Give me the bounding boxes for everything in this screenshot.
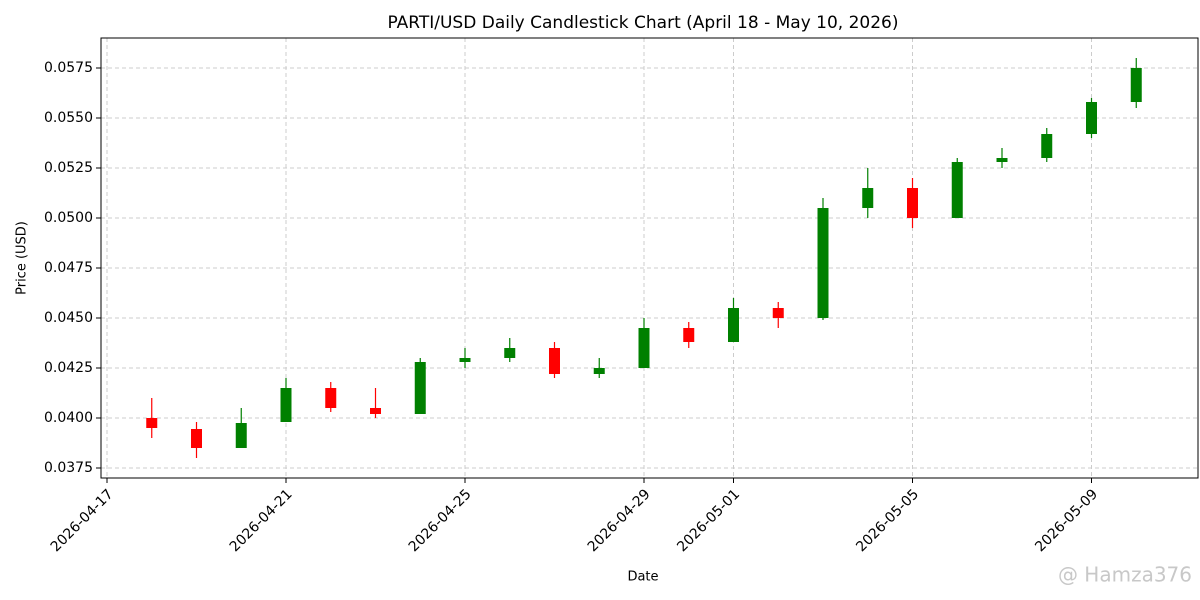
candle-body	[280, 388, 292, 422]
x-tick-label: 2026-04-25	[406, 486, 475, 555]
x-tick-label: 2026-05-01	[674, 486, 743, 555]
candle-body	[772, 308, 784, 318]
candle-body	[235, 423, 247, 448]
y-tick-label: 0.0400	[44, 410, 93, 426]
candle-body	[325, 388, 337, 408]
candle-body	[549, 348, 560, 374]
candle-body	[907, 188, 918, 218]
y-tick-label: 0.0525	[44, 160, 93, 176]
candle-body	[996, 158, 1008, 162]
candle-body	[593, 368, 605, 374]
x-tick-label: 2026-04-29	[585, 486, 654, 555]
x-tick-label: 2026-04-17	[48, 486, 117, 555]
candle-body	[862, 188, 874, 208]
candle-body	[683, 328, 695, 342]
candle-body	[459, 358, 471, 362]
plot-frame	[100, 37, 1199, 479]
y-tick-label: 0.0500	[44, 210, 93, 226]
y-tick-label: 0.0425	[44, 360, 93, 376]
x-axis-label: Date	[627, 570, 658, 585]
y-tick-label: 0.0550	[44, 110, 93, 126]
x-tick-label: 2026-05-05	[853, 486, 922, 555]
candle-body	[728, 308, 739, 342]
candle-body	[1130, 68, 1142, 102]
candle-body	[191, 429, 202, 448]
y-tick-label: 0.0450	[44, 310, 93, 326]
candle-body	[370, 408, 381, 414]
candle-body	[1086, 102, 1097, 134]
chart-title: PARTI/USD Daily Candlestick Chart (April…	[388, 13, 899, 33]
y-axis-label: Price (USD)	[15, 221, 30, 295]
watermark: @ Hamza376	[1058, 563, 1192, 587]
candle-body	[146, 418, 158, 428]
candle-body	[1041, 134, 1053, 158]
candle-body	[817, 208, 829, 318]
candle-body	[951, 162, 963, 218]
y-tick-label: 0.0575	[44, 60, 93, 76]
x-tick-label: 2026-04-21	[227, 486, 296, 555]
candle-body	[414, 362, 426, 414]
candle-body	[504, 348, 516, 358]
y-tick-label: 0.0375	[44, 460, 93, 476]
x-tick-label: 2026-05-09	[1032, 486, 1101, 555]
y-tick-label: 0.0475	[44, 260, 93, 276]
candle-body	[638, 328, 650, 368]
